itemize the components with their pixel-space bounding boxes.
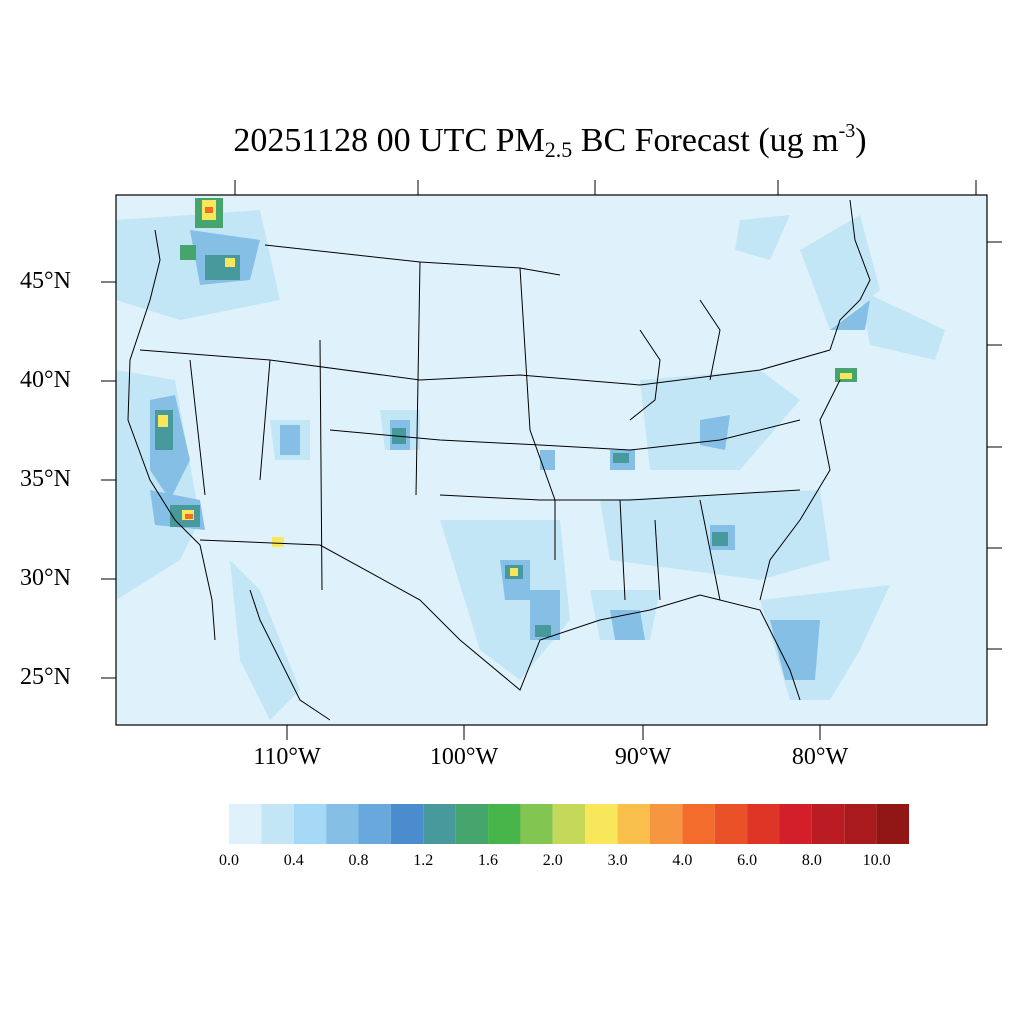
colorbar-swatch (423, 804, 456, 844)
colorbar-tick-label: 0.4 (283, 852, 304, 869)
colorbar-swatch (811, 804, 845, 844)
colorbar-swatch (229, 804, 262, 844)
colorbar-tick-label: 8.0 (801, 852, 822, 869)
colorbar-swatch (261, 804, 294, 844)
lon-label: 80°W (791, 744, 849, 770)
colorbar-swatch (617, 804, 650, 844)
colorbar-swatch (293, 804, 327, 844)
colorbar-tick-label: 3.0 (607, 852, 628, 869)
lat-label: 25°N (20, 664, 71, 690)
colorbar-tick-label: 1.2 (413, 852, 434, 869)
colorbar-swatch (358, 804, 391, 844)
colorbar-swatch (552, 804, 586, 844)
plot-frame (115, 194, 988, 726)
lon-label: 110°W (253, 744, 321, 770)
colorbar-swatch (649, 804, 683, 844)
colorbar-swatch (714, 804, 748, 844)
colorbar-swatch (455, 804, 489, 844)
colorbar-swatch (844, 804, 877, 844)
map-title: 20251128 00 UTC PM2.5 BC Forecast (ug m-… (233, 120, 867, 162)
colorbar (229, 804, 909, 844)
colorbar-tick-label: 2.0 (542, 852, 563, 869)
colorbar-swatch (488, 804, 521, 844)
colorbar-tick-label: 4.0 (672, 852, 693, 869)
colorbar-swatch (682, 804, 715, 844)
colorbar-tick-label: 0.0 (219, 852, 239, 869)
colorbar-swatch (876, 804, 909, 844)
colorbar-swatch (390, 804, 424, 844)
colorbar-tick-label: 6.0 (737, 852, 758, 869)
lat-label: 30°N (20, 565, 71, 591)
lon-label: 90°W (614, 744, 672, 770)
lat-label: 35°N (20, 466, 71, 492)
boundaries (127, 199, 871, 721)
colorbar-swatch (747, 804, 780, 844)
colorbar-swatch (779, 804, 812, 844)
colorbar-tick-label: 0.8 (348, 852, 369, 869)
colorbar-tick-label: 1.6 (478, 852, 499, 869)
colorbar-swatch (520, 804, 553, 844)
colorbar-tick-label: 10.0 (862, 852, 891, 869)
lon-label: 100°W (429, 744, 499, 770)
colorbar-swatch (326, 804, 359, 844)
colorbar-swatch (585, 804, 618, 844)
lat-label: 40°N (20, 367, 71, 393)
tick-marks (101, 180, 1002, 740)
lat-label: 45°N (20, 268, 71, 294)
